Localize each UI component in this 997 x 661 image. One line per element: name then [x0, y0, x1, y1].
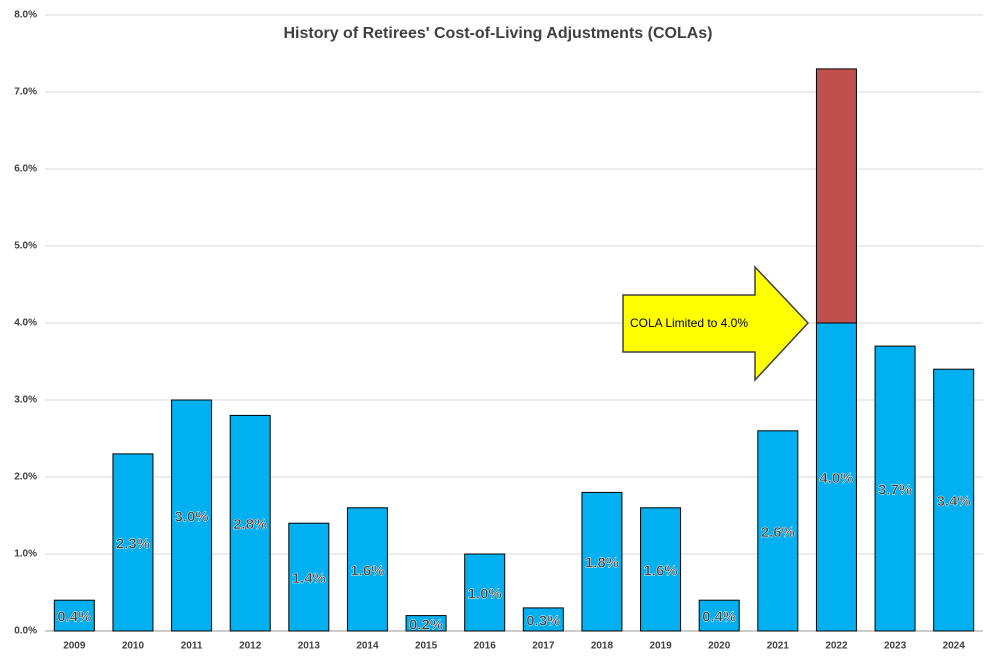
chart-title: History of Retirees' Cost-of-Living Adju…: [283, 25, 712, 42]
data-label: 1.0%: [468, 585, 502, 602]
bar: [522, 607, 564, 632]
data-label: 3.0%: [174, 508, 208, 525]
x-tick-label: 2024: [943, 641, 966, 652]
x-tick-label: 2017: [532, 641, 555, 652]
data-label: 0.4%: [702, 609, 736, 626]
x-tick-label: 2009: [63, 641, 86, 652]
bar: [229, 414, 271, 632]
data-label: 2.6%: [761, 524, 795, 541]
bar: [464, 553, 506, 632]
data-label: 1.6%: [643, 562, 677, 579]
y-tick-label: 3.0%: [14, 395, 37, 406]
bar: [112, 453, 154, 632]
data-label: 0.2%: [409, 616, 443, 633]
data-label: 0.4%: [57, 609, 91, 626]
y-tick-label: 7.0%: [14, 87, 37, 98]
x-tick-label: 2020: [708, 641, 731, 652]
y-tick-label: 6.0%: [14, 164, 37, 175]
data-label: 1.4%: [292, 570, 326, 587]
bar: [933, 368, 975, 632]
bar: [698, 599, 740, 632]
data-label: 1.6%: [350, 562, 384, 579]
y-tick-label: 4.0%: [14, 318, 37, 329]
x-tick-label: 2013: [298, 641, 321, 652]
bar: [581, 491, 623, 632]
bar: [815, 68, 857, 324]
y-tick-label: 5.0%: [14, 241, 37, 252]
x-tick-label: 2016: [474, 641, 497, 652]
annotation-arrow: [622, 265, 810, 382]
data-label: 4.0%: [819, 470, 853, 487]
bar: [171, 399, 213, 632]
y-tick-label: 0.0%: [14, 626, 37, 637]
bar: [640, 507, 682, 632]
bar: [757, 430, 799, 632]
bar: [346, 507, 388, 632]
bar: [874, 345, 916, 632]
x-tick-label: 2019: [649, 641, 672, 652]
bar: [405, 615, 447, 632]
data-label: 3.7%: [878, 482, 912, 499]
bar: [53, 599, 95, 632]
annotation: COLA Limited to 4.0%: [630, 316, 748, 330]
data-label: 1.8%: [585, 555, 619, 572]
x-tick-label: 2011: [181, 641, 203, 652]
data-label: 2.3%: [116, 535, 150, 552]
bar: [815, 322, 857, 632]
x-tick-label: 2015: [415, 641, 438, 652]
y-tick-label: 2.0%: [14, 472, 37, 483]
data-label: 0.3%: [526, 612, 560, 629]
x-tick-label: 2023: [884, 641, 907, 652]
x-tick-label: 2021: [767, 641, 790, 652]
data-label: 2.8%: [233, 516, 267, 533]
y-tick-label: 8.0%: [14, 10, 37, 21]
y-tick-label: 1.0%: [14, 549, 37, 560]
x-tick-label: 2010: [122, 641, 145, 652]
x-tick-label: 2012: [239, 641, 262, 652]
x-tick-label: 2014: [356, 641, 379, 652]
bar: [288, 522, 330, 632]
x-tick-label: 2022: [825, 641, 848, 652]
data-label: 3.4%: [937, 493, 971, 510]
x-tick-label: 2018: [591, 641, 614, 652]
